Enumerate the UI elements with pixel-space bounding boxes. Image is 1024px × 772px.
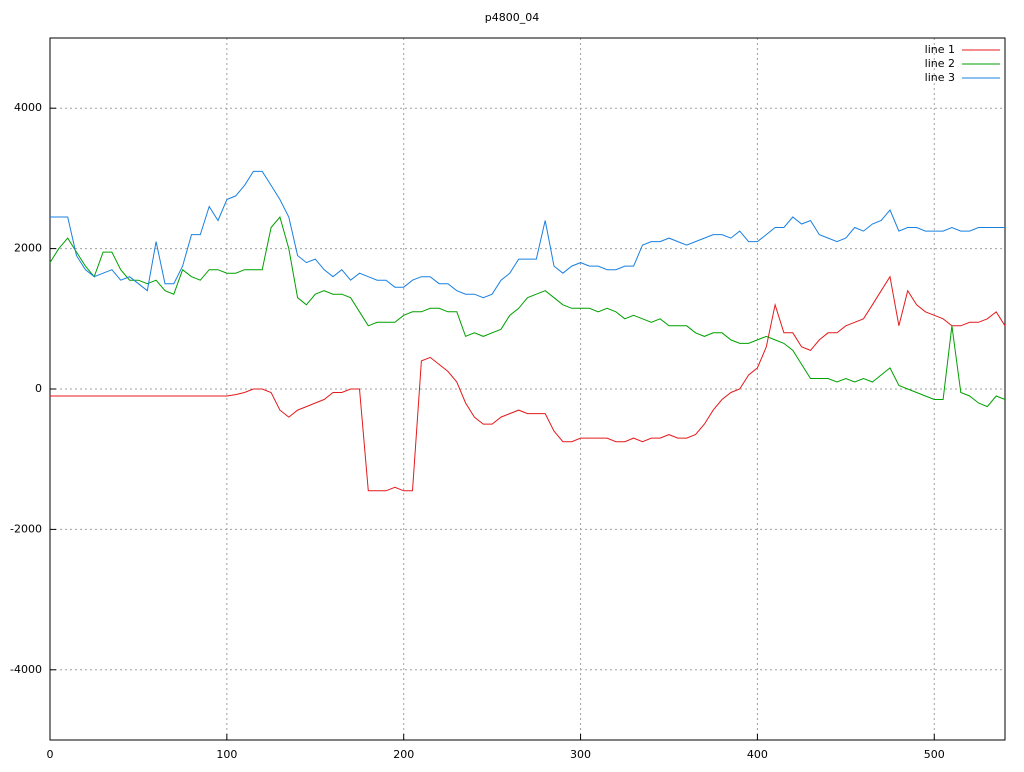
legend-label: line 2 bbox=[925, 57, 955, 70]
x-tick-label: 300 bbox=[570, 748, 591, 761]
y-tick-label: 2000 bbox=[14, 242, 42, 255]
y-tick-label: -4000 bbox=[10, 663, 42, 676]
y-tick-label: 4000 bbox=[14, 101, 42, 114]
data-line bbox=[50, 275, 1006, 492]
x-tick-label: 100 bbox=[216, 748, 237, 761]
data-line bbox=[50, 170, 1005, 299]
plot-border bbox=[49, 37, 1006, 741]
data-line bbox=[49, 215, 1006, 408]
x-tick-label: 500 bbox=[924, 748, 945, 761]
y-tick-label: -2000 bbox=[10, 522, 42, 535]
x-tick-label: 0 bbox=[47, 748, 54, 761]
legend-label: line 1 bbox=[925, 43, 955, 56]
chart-title: p4800_04 bbox=[485, 11, 539, 24]
x-tick-label: 200 bbox=[393, 748, 414, 761]
legend-label: line 3 bbox=[925, 71, 955, 84]
y-tick-label: 0 bbox=[35, 382, 42, 395]
x-tick-label: 400 bbox=[747, 748, 768, 761]
